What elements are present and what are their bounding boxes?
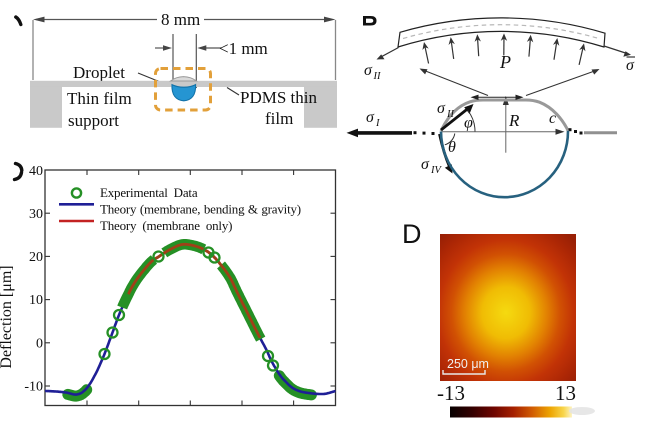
svg-text:Theory (membrane only): Theory (membrane only) — [100, 218, 232, 233]
svg-text:φ: φ — [464, 115, 473, 132]
svg-text:Deflection [μm]: Deflection [μm] — [0, 265, 15, 368]
svg-text:PDMS thin: PDMS thin — [240, 88, 317, 107]
svg-text:II: II — [446, 109, 454, 120]
svg-text:20: 20 — [29, 250, 43, 265]
svg-text:σ: σ — [364, 62, 373, 79]
svg-text:σ: σ — [437, 100, 446, 117]
svg-text:film: film — [265, 109, 293, 128]
svg-text:-10: -10 — [24, 380, 43, 395]
svg-text:σ: σ — [626, 57, 635, 74]
svg-text:13: 13 — [555, 381, 576, 405]
svg-text:support: support — [68, 111, 119, 130]
svg-text:Experimental Data: Experimental Data — [100, 185, 198, 200]
svg-text:Thin film: Thin film — [67, 89, 132, 108]
svg-text:θ: θ — [448, 139, 456, 156]
svg-text:-13: -13 — [437, 381, 465, 405]
svg-text:II: II — [373, 71, 381, 82]
svg-text:Droplet: Droplet — [73, 63, 125, 82]
svg-text:I: I — [375, 118, 380, 129]
svg-text:0: 0 — [36, 337, 43, 352]
svg-text:IV: IV — [430, 165, 442, 176]
svg-text:D: D — [402, 219, 422, 249]
svg-text:40: 40 — [29, 164, 43, 179]
svg-text:σ: σ — [366, 109, 375, 126]
svg-text:30: 30 — [29, 207, 43, 222]
svg-text:R: R — [508, 111, 520, 130]
svg-text:σ: σ — [421, 156, 430, 173]
svg-text:250 μm: 250 μm — [447, 357, 489, 371]
svg-text:P: P — [499, 52, 511, 72]
svg-text:8 mm: 8 mm — [161, 10, 200, 29]
svg-text:<1 mm: <1 mm — [219, 39, 268, 58]
svg-text:c: c — [549, 110, 556, 127]
svg-text:10: 10 — [29, 293, 43, 308]
svg-text:Theory (membrane, bending & gr: Theory (membrane, bending & gravity) — [100, 202, 301, 217]
